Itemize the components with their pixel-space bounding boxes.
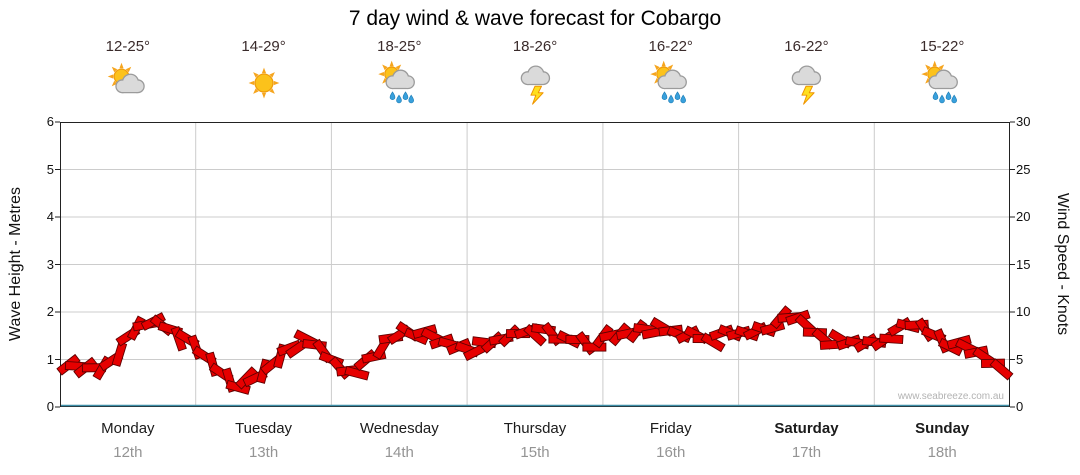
day-date: 13th — [248, 444, 279, 461]
day-temp: 14-29° — [241, 38, 286, 55]
day-dates-row: 12th 13th 14th 15th 16th 17th 18th — [60, 444, 1010, 461]
y-tick-left: 1 — [46, 351, 54, 367]
weather-icon — [509, 60, 561, 111]
weather-icon — [102, 60, 154, 111]
day-temp: 18-26° — [512, 38, 558, 55]
day-name: Thursday — [503, 420, 567, 437]
left-axis-ticks: 6 5 4 3 2 1 0 — [18, 113, 54, 416]
y-tick-right: 25 — [1016, 161, 1031, 177]
day-date: 16th — [656, 444, 686, 461]
day-name: Wednesday — [359, 420, 439, 437]
weather-icon — [780, 60, 832, 111]
y-tick-right: 15 — [1016, 256, 1031, 272]
day-name: Tuesday — [235, 420, 293, 437]
day-temp: 15-22° — [919, 38, 965, 55]
day-name: Sunday — [915, 420, 970, 437]
y-tick-left: 6 — [46, 114, 54, 129]
day-name: Monday — [101, 420, 155, 437]
day-date: 17th — [791, 444, 822, 461]
y-tick-right: 10 — [1016, 304, 1031, 319]
y-tick-left: 3 — [46, 256, 54, 272]
day-name: Friday — [649, 420, 692, 437]
day-temp: 16-22° — [784, 38, 829, 55]
weather-icon — [645, 60, 697, 111]
right-axis-ticks: 30 25 20 15 10 5 0 — [1016, 113, 1052, 416]
watermark: www.seabreeze.com.au — [897, 391, 1004, 402]
y-tick-right: 5 — [1016, 351, 1024, 367]
day-name: Saturday — [774, 420, 839, 437]
day-temp: 16-22° — [648, 38, 693, 55]
temps-row: 12-25° 14-29° 18-25° 18-26° 16-22° 16-22… — [60, 38, 1010, 55]
y-tick-left: 0 — [46, 399, 54, 414]
weather-icon — [238, 60, 290, 111]
icons-row — [60, 60, 1010, 110]
day-names-row: Monday Tuesday Wednesday Thursday Friday… — [60, 420, 1010, 437]
day-date: 12th — [113, 444, 143, 461]
right-axis-title: Wind Speed - Knots — [1054, 192, 1071, 336]
y-tick-left: 5 — [46, 161, 54, 177]
y-tick-left: 4 — [46, 209, 54, 224]
day-date: 14th — [384, 444, 414, 461]
day-date: 18th — [927, 444, 957, 461]
day-temp: 18-25° — [377, 38, 422, 55]
y-tick-right: 0 — [1016, 399, 1024, 414]
day-temp: 12-25° — [105, 38, 151, 55]
y-tick-left: 2 — [46, 304, 54, 319]
weather-icon — [373, 60, 425, 111]
weather-icon — [916, 60, 968, 111]
y-tick-right: 20 — [1016, 209, 1031, 224]
chart-title: 7 day wind & wave forecast for Cobargo — [348, 7, 722, 30]
y-tick-right: 30 — [1016, 114, 1031, 129]
day-date: 15th — [520, 444, 550, 461]
